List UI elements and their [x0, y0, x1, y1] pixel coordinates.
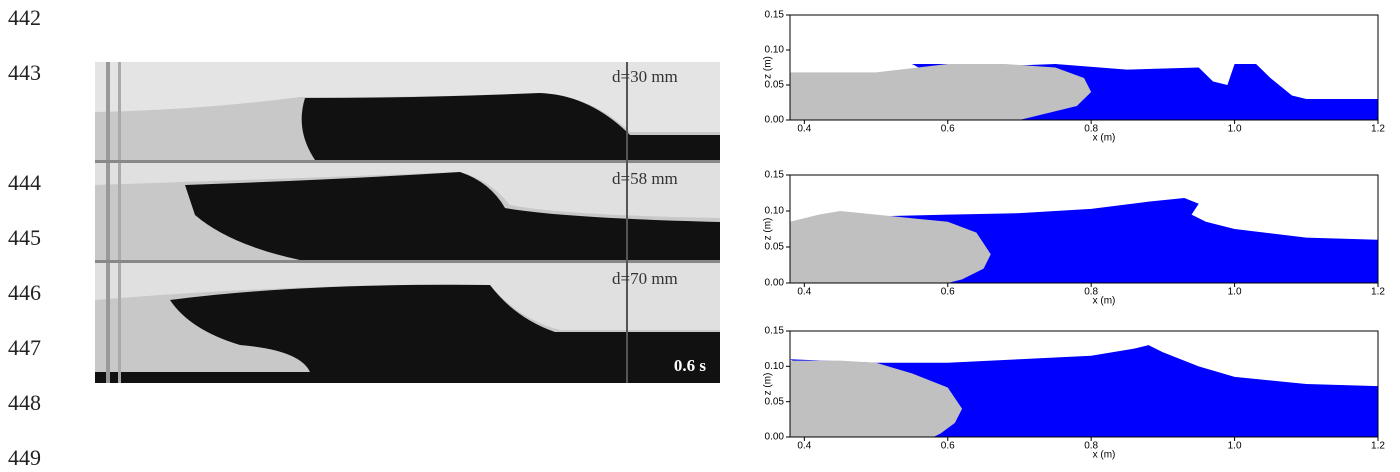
x-tick-label: 0.8 — [1084, 441, 1098, 452]
chart: 0.00 0.05 0.10 0.15 0.4 0.6 0.8 1.0 1.2 x (m) z (m… — [763, 326, 1386, 461]
x-tick-label: 0.8 — [1084, 124, 1098, 135]
line-number: 449 — [8, 445, 41, 470]
x-tick-label: 0.4 — [797, 124, 811, 135]
photo-divider — [95, 260, 720, 263]
plot-frame — [789, 14, 1379, 121]
y-tick-label: 0.00 — [765, 115, 785, 126]
region — [790, 360, 963, 437]
photo-wave — [185, 172, 720, 260]
x-tick-label: 0.6 — [941, 441, 955, 452]
x-tick-label: 0.6 — [941, 124, 955, 135]
photo-wave — [95, 284, 720, 383]
y-tick-label: 0.15 — [765, 170, 785, 181]
photo-label: d=58 mm — [612, 169, 678, 188]
photo-label: d=70 mm — [612, 269, 678, 288]
x-axis-label: x (m) — [1093, 133, 1116, 144]
y-tick-label: 0.00 — [765, 278, 785, 289]
line-number: 448 — [8, 390, 41, 415]
y-tick-label: 0.15 — [765, 10, 785, 21]
y-axis-label: z (m) — [763, 373, 774, 396]
y-tick-label: 0.00 — [765, 432, 785, 443]
line-number: 442 — [8, 5, 41, 30]
x-tick-label: 1.2 — [1371, 124, 1385, 135]
x-tick-label: 1.0 — [1228, 124, 1242, 135]
y-axis-label: z (m) — [763, 218, 774, 241]
photo-divider — [95, 160, 720, 163]
photo-wall — [118, 62, 121, 383]
y-tick-label: 0.05 — [765, 80, 785, 91]
y-tick-label: 0.15 — [765, 326, 785, 337]
plot-frame — [789, 330, 1379, 438]
chart: 0.00 0.05 0.10 0.15 0.4 0.6 0.8 1.0 1.2 x (m) z (m… — [763, 170, 1386, 307]
photo-wall — [106, 62, 110, 383]
x-tick-label: 1.0 — [1228, 441, 1242, 452]
x-tick-label: 0.8 — [1084, 287, 1098, 298]
x-tick-label: 0.4 — [797, 441, 811, 452]
y-tick-label: 0.05 — [765, 396, 785, 407]
y-tick-label: 0.05 — [765, 242, 785, 253]
x-tick-label: 0.6 — [941, 287, 955, 298]
y-tick-label: 0.10 — [765, 45, 785, 56]
x-tick-label: 0.4 — [797, 287, 811, 298]
x-tick-label: 1.0 — [1228, 287, 1242, 298]
line-number: 447 — [8, 335, 41, 360]
plot-frame — [789, 174, 1379, 284]
region — [890, 198, 1378, 283]
y-axis-label: z (m) — [763, 56, 774, 79]
photo-wave — [301, 93, 720, 160]
photo-time: 0.6 s — [674, 356, 707, 375]
x-axis-label: x (m) — [1093, 296, 1116, 307]
x-tick-label: 1.2 — [1371, 287, 1385, 298]
x-tick-label: 1.2 — [1371, 441, 1385, 452]
x-axis-label: x (m) — [1093, 450, 1116, 461]
region — [790, 64, 1092, 120]
line-number: 443 — [8, 60, 41, 85]
chart: 0.00 0.05 0.10 0.15 0.4 0.6 0.8 1.0 1.2 x (m) z (m… — [763, 10, 1386, 144]
line-number: 445 — [8, 225, 41, 250]
y-tick-label: 0.10 — [765, 361, 785, 372]
photo: d=30 mm d=58 mm d=70 mm 0.6 s — [95, 62, 720, 383]
line-number: 444 — [8, 170, 41, 195]
photo-label: d=30 mm — [612, 67, 678, 86]
line-number: 446 — [8, 280, 41, 305]
y-tick-label: 0.10 — [765, 206, 785, 217]
region — [790, 211, 991, 283]
